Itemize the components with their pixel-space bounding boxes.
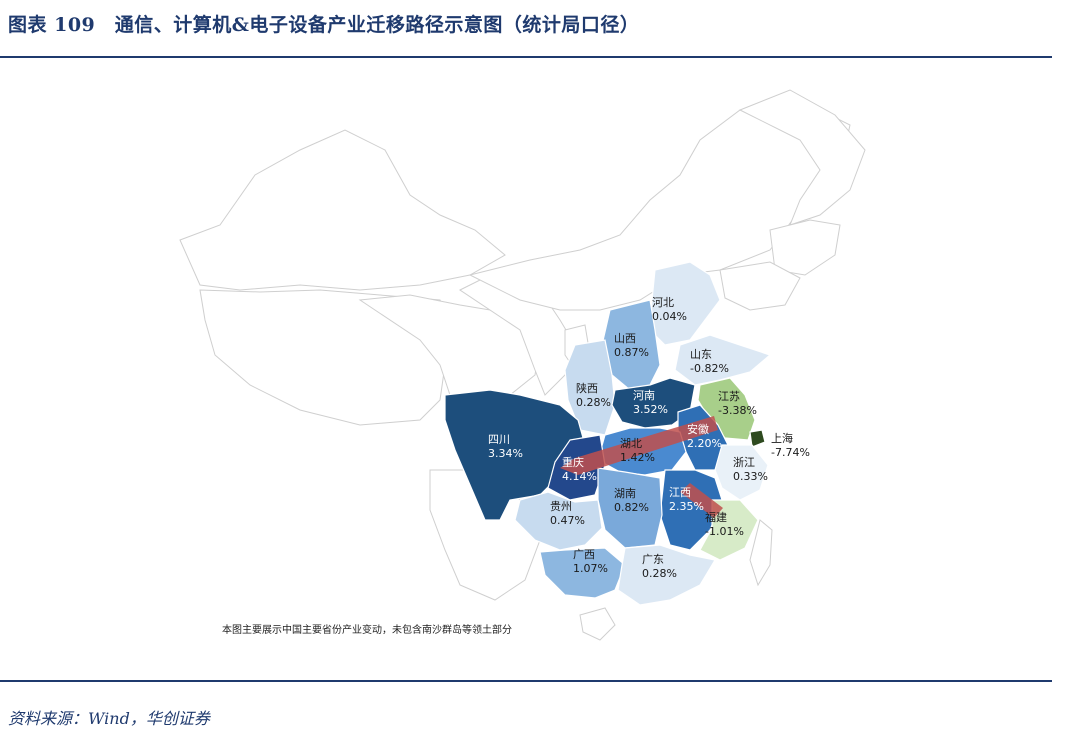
migration-arrow-fujian-to-jiangxi — [680, 483, 723, 518]
label-anhui-value: 2.20% — [687, 437, 722, 450]
label-chongqing-name: 重庆 — [562, 455, 584, 469]
label-fujian-value: -1.01% — [705, 525, 744, 538]
province-jiangxi[interactable] — [659, 469, 723, 551]
label-chongqing-value: 4.14% — [562, 470, 597, 483]
label-shandong-name: 山东 — [690, 348, 712, 361]
label-jiangxi-value: 2.35% — [669, 500, 704, 513]
label-guangxi-value: 1.07% — [573, 562, 608, 575]
title-divider — [0, 56, 1052, 58]
label-shanghai-value: -7.74% — [771, 446, 810, 459]
label-zhejiang-name: 浙江 — [733, 456, 755, 469]
label-hunan-value: 0.82% — [614, 501, 649, 514]
liaoning-outline — [719, 261, 801, 311]
qinghai-outline — [358, 294, 541, 401]
label-shaanxi-name: 陕西 — [576, 381, 598, 395]
label-jiangsu-name: 江苏 — [718, 390, 740, 403]
province-guangxi[interactable] — [539, 547, 626, 599]
province-zhejiang[interactable] — [714, 444, 769, 501]
label-hebei-value: 0.04% — [652, 310, 687, 323]
label-jiangxi-name: 江西 — [669, 486, 691, 499]
label-hubei-value: 1.42% — [620, 451, 655, 464]
label-guangxi-name: 广西 — [573, 548, 595, 561]
map-note: 本图主要展示中国主要省份产业变动，未包含南沙群岛等领土部分 — [222, 623, 512, 636]
province-guizhou[interactable] — [514, 491, 603, 551]
label-sichuan-name: 四川 — [488, 433, 510, 446]
heilongjiang-outline — [738, 89, 866, 226]
label-zhejiang-value: 0.33% — [733, 470, 768, 483]
province-guangdong[interactable] — [617, 544, 716, 606]
province-shandong[interactable] — [674, 334, 772, 386]
figure-title: 图表 109 通信、计算机&电子设备产业迁移路径示意图（统计局口径） — [8, 14, 640, 36]
hainan-outline — [579, 607, 616, 641]
jilin-outline — [769, 219, 841, 276]
label-guizhou-name: 贵州 — [550, 500, 572, 513]
label-jiangsu-value: -3.38% — [718, 404, 757, 417]
label-anhui-name: 安徽 — [687, 422, 709, 436]
label-guizhou-value: 0.47% — [550, 514, 585, 527]
china-map: 河北 0.04% 山西 0.87% 山东 -0.82% 陕西 0.28% 河南 … — [179, 89, 866, 641]
source-note: 资料来源：Wind，华创证券 — [8, 709, 210, 728]
label-sichuan-value: 3.34% — [488, 447, 523, 460]
province-shanghai[interactable] — [749, 429, 766, 448]
migration-arrow-coast-to-chongqing — [560, 416, 718, 475]
label-hunan-name: 湖南 — [614, 487, 636, 500]
label-shaanxi-value: 0.28% — [576, 396, 611, 409]
label-shanxi-value: 0.87% — [614, 346, 649, 359]
label-shanxi-name: 山西 — [614, 332, 636, 345]
label-guangdong-name: 广东 — [642, 553, 664, 566]
label-henan-value: 3.52% — [633, 403, 668, 416]
tibet-outline — [199, 289, 456, 426]
taiwan-outline — [749, 519, 773, 587]
label-hebei-name: 河北 — [652, 296, 674, 309]
label-fujian-name: 福建 — [705, 510, 727, 524]
xinjiang-outline — [179, 129, 506, 291]
label-shanghai-name: 上海 — [771, 431, 793, 445]
label-shandong-value: -0.82% — [690, 362, 729, 375]
label-hubei-name: 湖北 — [620, 437, 642, 450]
label-henan-name: 河南 — [633, 389, 655, 402]
label-guangdong-value: 0.28% — [642, 567, 677, 580]
footer-divider — [0, 680, 1052, 682]
